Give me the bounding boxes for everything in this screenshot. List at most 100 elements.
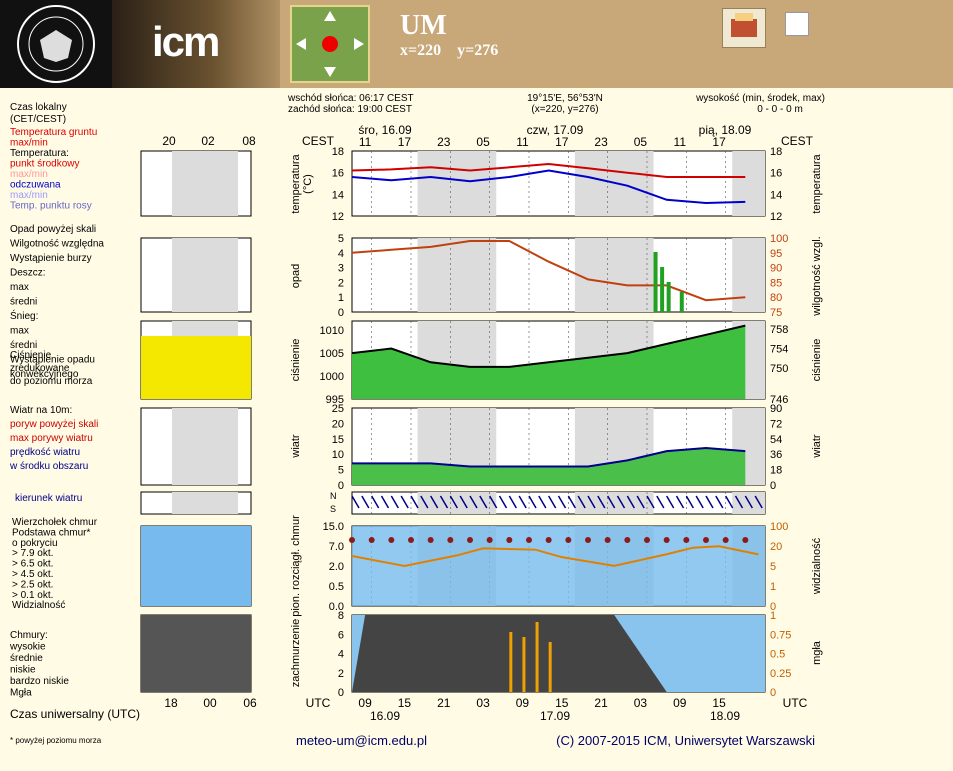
cover-tick-left: 4 (338, 649, 344, 661)
legend-clouds: Podstawa chmur* (12, 527, 90, 538)
cloud-top-dot (388, 537, 395, 543)
cloud-top-dot (644, 537, 650, 543)
fog-bar (535, 622, 539, 692)
wind-arrow (666, 495, 675, 509)
legend-clouds: o pokryciu (12, 538, 58, 549)
legend-temp: odczuwana (10, 180, 61, 191)
small-hour-bottom: 06 (243, 696, 257, 710)
hour-tick-top: 23 (437, 135, 451, 149)
temp-tick-left: 12 (332, 211, 344, 223)
temp-tick-left: 18 (332, 146, 344, 158)
wind-tick-right: 54 (770, 434, 782, 446)
humidity-axis-label-right: wilgotność wzgl. (811, 236, 823, 316)
cloud-top-dot (585, 537, 591, 543)
wind-arrow (626, 495, 635, 509)
pressure-tick-left: 995 (326, 394, 344, 406)
wind-tick-right: 36 (770, 449, 782, 461)
night-band (574, 238, 654, 312)
fog-tick-right: 0 (770, 687, 776, 699)
wind-arrow (390, 495, 399, 509)
wind-arrow (498, 495, 508, 509)
pressure-tick-left: 1000 (320, 371, 344, 383)
icm-logo[interactable]: icm (112, 0, 280, 88)
arrow-up-icon[interactable] (324, 11, 336, 21)
temp-axis-label: temperatura (290, 153, 302, 213)
legend-precip: Wystąpienie burzy (10, 253, 92, 264)
humidity-tick-right: 100 (770, 233, 788, 245)
wind-arrow (548, 495, 557, 509)
hour-tick-top: 05 (634, 135, 648, 149)
cloud-tick-left: 2.0 (329, 561, 344, 573)
cloud-top-dot (486, 537, 493, 543)
precip-tick-left: 1 (338, 292, 344, 304)
wind-arrow (528, 495, 537, 509)
contact-email[interactable]: meteo-um@icm.edu.pl (296, 733, 427, 748)
legend-temp: max/min (10, 169, 48, 180)
wind-arrow (361, 495, 370, 509)
temp-mid-line (351, 162, 746, 178)
legend-clouds: > 0.1 okt. (12, 590, 53, 601)
legend-pressure: Ciśnienie (10, 350, 52, 361)
cloud-tick-left: 0.5 (329, 581, 344, 593)
legend-temp: Temp. punktu rosy (10, 201, 92, 212)
cloud-top-dot (408, 537, 414, 543)
utc-time-label: Czas uniwersalny (UTC) (10, 707, 140, 721)
hour-tick-bottom: 21 (594, 696, 608, 710)
legend-clouds: > 6.5 okt. (12, 559, 53, 570)
university-logo[interactable] (0, 0, 112, 88)
precip-tick-left: 3 (338, 263, 344, 275)
sunrise: wschód słońca: 06:17 CEST (287, 93, 414, 104)
print-button[interactable] (722, 8, 766, 48)
image-placeholder-icon[interactable] (785, 12, 809, 36)
legend-clouds: Wierzchołek chmur (12, 517, 98, 528)
vis-tick-right: 5 (770, 561, 776, 573)
arrow-left-icon[interactable] (296, 38, 306, 50)
legend-cover: niskie (10, 665, 36, 676)
arrow-down-icon[interactable] (324, 67, 336, 77)
legend-pressure: zredukowane (10, 363, 70, 374)
humidity-tick-right: 85 (770, 277, 782, 289)
pressure-axis-label: ciśnienie (290, 339, 302, 382)
cest-label-right: CEST (781, 134, 814, 148)
wind-axis-label-right: wiatr (811, 434, 823, 459)
wind-arrow (508, 495, 517, 509)
wind-arrow (705, 495, 714, 509)
rain-bar (653, 252, 658, 312)
wind-arrow (656, 495, 665, 509)
hour-tick-top: 17 (398, 135, 412, 149)
fog-tick-right: 0.5 (770, 649, 785, 661)
wind-tick-left: 25 (332, 403, 344, 415)
local-time-label: Czas lokalny (10, 102, 67, 113)
legend-wind: w środku obszaru (9, 461, 88, 472)
fog-tick-right: 1 (770, 610, 776, 622)
cloud-top-dot (427, 537, 434, 543)
hour-tick-top: 05 (476, 135, 490, 149)
sunset: zachód słońca: 19:00 CEST (288, 104, 412, 115)
cloud-top-dot (545, 537, 552, 543)
humidity-tick-right: 90 (770, 263, 782, 275)
panel-frame (351, 491, 766, 515)
navigation-map[interactable] (290, 5, 370, 83)
legend-direction: kierunek wiatru (15, 493, 82, 504)
arrow-right-icon[interactable] (354, 38, 364, 50)
geo: 19°15'E, 56°53'N (527, 93, 603, 104)
small-night (172, 492, 238, 514)
wind-arrow (567, 495, 576, 509)
cloud-top-dot (368, 537, 375, 543)
night-band (417, 238, 497, 312)
precip-tick-left: 5 (338, 233, 344, 245)
grid-coords: x=220 y=276 (400, 42, 499, 59)
elevation-value: 0 - 0 - 0 m (757, 104, 803, 115)
wind-arrow (518, 495, 527, 509)
legend-precip: Wilgotność względna (10, 239, 104, 250)
pressure-tick-left: 1005 (320, 348, 344, 360)
wind-arrow (754, 495, 763, 509)
legend-precip: max (10, 282, 29, 293)
compass-s: S (330, 504, 336, 514)
hour-tick-bottom: 15 (555, 696, 569, 710)
fog-axis-label-right: mgła (811, 640, 823, 665)
legend-clouds: > 7.9 okt. (12, 548, 53, 559)
wind-arrow (636, 495, 645, 509)
day-label-bottom: 18.09 (710, 709, 740, 723)
precip-tick-left: 4 (338, 248, 344, 260)
